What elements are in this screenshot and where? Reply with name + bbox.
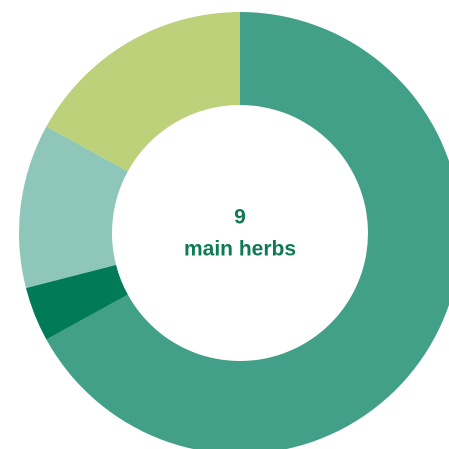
donut-slice	[18, 126, 128, 288]
center-value: 9	[234, 206, 246, 229]
center-text: main herbs	[184, 238, 296, 261]
donut-slice	[46, 12, 240, 172]
donut-slice	[25, 264, 128, 340]
donut-slice	[46, 12, 449, 449]
donut	[18, 12, 449, 449]
